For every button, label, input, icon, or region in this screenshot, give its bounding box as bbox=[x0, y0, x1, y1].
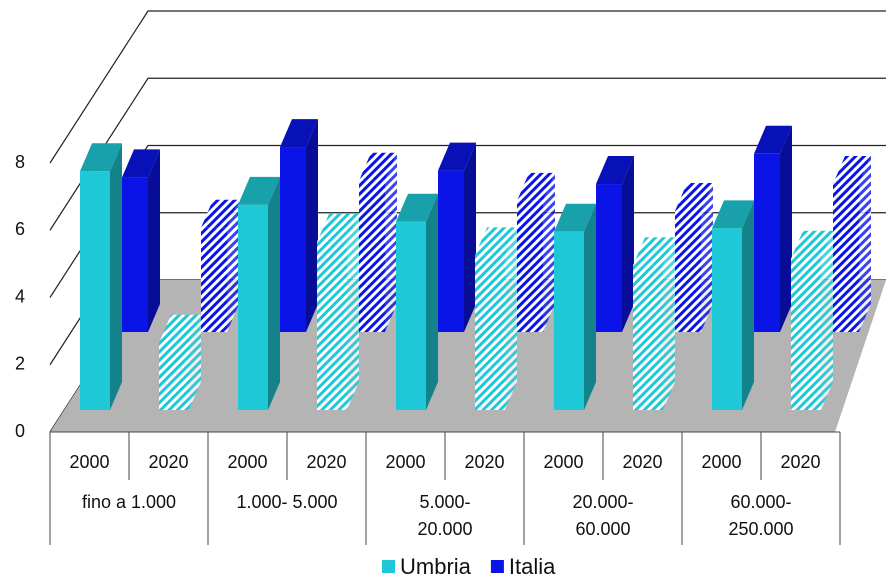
bar bbox=[712, 228, 742, 410]
bar bbox=[833, 184, 859, 332]
bar-side bbox=[821, 230, 833, 410]
bar-side bbox=[584, 203, 596, 410]
x-tick-label: 2000 bbox=[227, 452, 267, 472]
x-tick-label: 2000 bbox=[701, 452, 741, 472]
x-tick-label: 2020 bbox=[148, 452, 188, 472]
bar-side bbox=[701, 182, 713, 332]
bar bbox=[280, 147, 306, 332]
bar-top bbox=[201, 199, 239, 228]
bar-top bbox=[833, 156, 871, 185]
bar-top bbox=[633, 237, 675, 266]
bar-top bbox=[80, 143, 122, 172]
x-tick-label: 2020 bbox=[622, 452, 662, 472]
bar bbox=[754, 153, 780, 332]
bar bbox=[359, 180, 385, 332]
bar bbox=[791, 258, 821, 410]
bar-side bbox=[426, 193, 438, 410]
legend-swatch bbox=[490, 560, 504, 573]
legend-label: Italia bbox=[509, 554, 556, 579]
y-tick-label: 8 bbox=[15, 152, 25, 172]
bar bbox=[201, 227, 227, 332]
x-tick-label: 2020 bbox=[464, 452, 504, 472]
bar bbox=[554, 231, 584, 410]
x-tick-label: 2020 bbox=[306, 452, 346, 472]
bar-side bbox=[148, 149, 160, 332]
bar bbox=[517, 200, 543, 332]
bar-side bbox=[306, 119, 318, 332]
bar bbox=[438, 170, 464, 332]
group-label: 250.000 bbox=[728, 519, 793, 539]
bar-top bbox=[317, 213, 359, 242]
bar-side bbox=[347, 213, 359, 410]
bar-top bbox=[754, 125, 792, 154]
grid-line bbox=[49, 10, 886, 164]
bar-side bbox=[663, 237, 675, 410]
y-tick-label: 0 bbox=[15, 421, 25, 441]
bar bbox=[317, 241, 347, 410]
group-label: 1.000- 5.000 bbox=[236, 492, 337, 512]
bar bbox=[475, 255, 505, 410]
legend-swatch bbox=[382, 560, 395, 573]
group-label: 20.000 bbox=[417, 519, 472, 539]
bar bbox=[122, 177, 148, 332]
bar bbox=[396, 221, 426, 410]
x-tick-label: 2020 bbox=[780, 452, 820, 472]
bar bbox=[159, 342, 189, 410]
group-label: 60.000 bbox=[575, 519, 630, 539]
bar-side bbox=[543, 172, 555, 332]
bars bbox=[80, 119, 871, 410]
axis: 0 2 4 6 8 2000 2020 2000 2020 2000 2020 2000 2020 200… bbox=[15, 152, 841, 579]
bar-side bbox=[742, 200, 754, 410]
bar-top bbox=[280, 119, 318, 148]
bar-top bbox=[396, 193, 438, 222]
bar-top bbox=[517, 172, 555, 201]
group-label: 5.000- bbox=[419, 492, 470, 512]
bar-side bbox=[268, 176, 280, 410]
bar-top bbox=[675, 182, 713, 211]
bar bbox=[80, 171, 110, 410]
bar-side bbox=[622, 156, 634, 332]
bar-top bbox=[359, 152, 397, 181]
bar-side bbox=[859, 156, 871, 332]
bar-top bbox=[122, 149, 160, 178]
bar-side bbox=[385, 152, 397, 332]
legend-label: Umbria bbox=[400, 554, 472, 579]
y-tick-label: 2 bbox=[15, 354, 25, 374]
bar-side bbox=[505, 227, 517, 410]
x-tick-label: 2000 bbox=[543, 452, 583, 472]
bar-top bbox=[712, 200, 754, 229]
bar bbox=[238, 204, 268, 410]
y-tick-label: 4 bbox=[15, 286, 25, 306]
bar-side bbox=[110, 143, 122, 410]
y-tick-label: 6 bbox=[15, 219, 25, 239]
bar-side bbox=[464, 142, 476, 332]
group-label: fino a 1.000 bbox=[82, 492, 176, 512]
bar-top bbox=[791, 230, 833, 259]
bar-side bbox=[780, 125, 792, 332]
group-label: 60.000- bbox=[730, 492, 791, 512]
bar bbox=[633, 265, 663, 410]
bar-top bbox=[238, 176, 280, 205]
bar-side bbox=[227, 199, 239, 332]
bar bbox=[596, 184, 622, 332]
x-tick-label: 2000 bbox=[69, 452, 109, 472]
bar-top bbox=[159, 314, 201, 343]
bar bbox=[675, 210, 701, 332]
bar-top bbox=[596, 156, 634, 185]
bar-top bbox=[475, 227, 517, 256]
bar-top bbox=[438, 142, 476, 171]
x-tick-label: 2000 bbox=[385, 452, 425, 472]
group-label: 20.000- bbox=[572, 492, 633, 512]
bar-side bbox=[189, 314, 201, 410]
bar-top bbox=[554, 203, 596, 232]
